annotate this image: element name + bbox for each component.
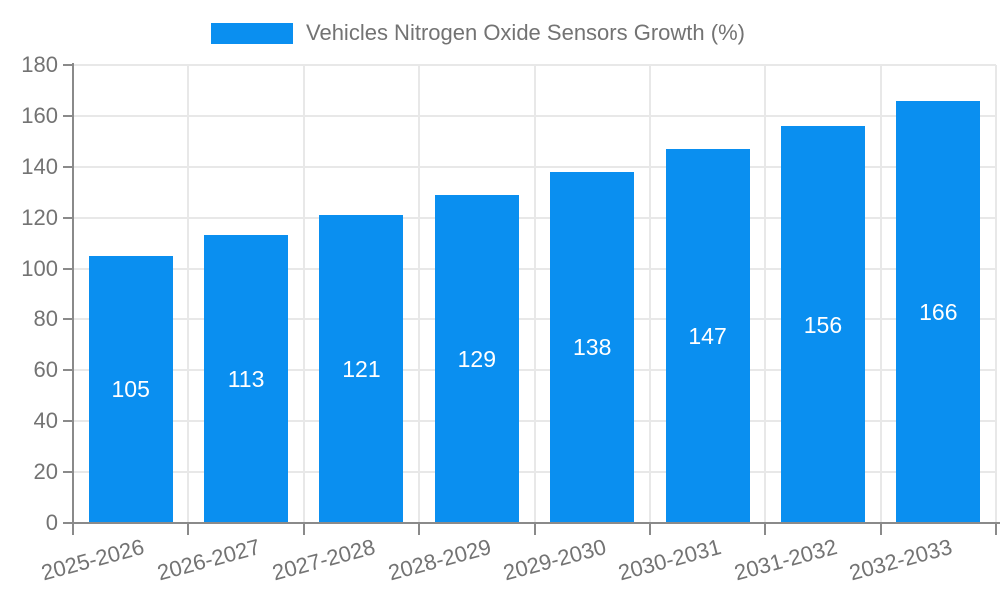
y-axis-tick-label: 160 (21, 102, 58, 128)
bar-value-label: 113 (227, 366, 265, 393)
x-axis-tick (995, 523, 997, 535)
y-axis-tick-label: 0 (45, 510, 58, 535)
x-axis-tick-label: 2025-2026 (39, 534, 148, 586)
gridline-vertical (648, 65, 651, 523)
bar-value-label: 147 (688, 322, 727, 349)
bar-value-label: 129 (457, 345, 496, 372)
bar[interactable] (550, 171, 635, 523)
y-axis-line (72, 63, 74, 525)
x-axis-tick (879, 523, 882, 535)
bar[interactable] (434, 194, 519, 523)
bar[interactable] (896, 100, 981, 523)
y-axis-tick-label: 80 (33, 306, 58, 332)
gridline-vertical (995, 65, 997, 523)
y-axis-tick (63, 216, 73, 219)
gridline-vertical (764, 65, 767, 523)
y-axis-tick (63, 267, 73, 270)
x-axis-tick-label: 2029-2030 (500, 534, 609, 586)
bar-value-label: 105 (111, 376, 150, 403)
legend-color-swatch (211, 22, 293, 44)
y-axis-tick (63, 420, 73, 423)
x-axis-tick-label: 2026-2027 (154, 534, 263, 586)
x-axis-tick (72, 523, 74, 535)
y-axis-tick-label: 120 (21, 204, 58, 230)
y-axis-tick-label: 100 (21, 255, 58, 281)
y-axis-tick-label: 60 (33, 357, 58, 383)
y-axis-tick (63, 64, 73, 66)
x-axis-tick (418, 523, 421, 535)
bar-value-label: 156 (803, 311, 843, 338)
x-axis-tick-label: 2032-2033 (846, 534, 955, 586)
y-axis-tick-label: 140 (21, 153, 58, 179)
x-axis-tick (764, 523, 767, 535)
y-axis-tick (63, 522, 73, 524)
bar-value-label: 166 (919, 298, 958, 325)
x-axis-line (63, 522, 1000, 524)
x-axis-tick-label: 2031-2032 (731, 534, 840, 586)
bar[interactable] (204, 235, 289, 523)
y-axis-tick-label: 40 (33, 408, 58, 434)
bar-value-label: 121 (342, 356, 381, 383)
bar[interactable] (319, 215, 404, 523)
gridline-vertical (879, 65, 882, 523)
bar[interactable] (665, 148, 750, 523)
y-axis-tick (63, 114, 73, 117)
bar[interactable] (88, 255, 173, 523)
x-axis-tick (533, 523, 536, 535)
bar-value-label: 138 (573, 334, 612, 361)
bar[interactable] (780, 126, 865, 523)
y-axis-tick (63, 165, 73, 168)
y-axis-tick-label: 180 (21, 52, 58, 77)
gridline-vertical (418, 65, 421, 523)
x-axis-tick-label: 2028-2029 (385, 534, 494, 586)
x-axis-tick-label: 2030-2031 (615, 534, 725, 586)
gridline-vertical (533, 65, 536, 523)
x-axis-tick (302, 523, 305, 535)
y-axis-tick (63, 318, 73, 321)
x-axis-tick (648, 523, 651, 535)
y-axis-tick (63, 471, 73, 474)
chart-legend-item[interactable]: Vehicles Nitrogen Oxide Sensors Growth (… (211, 20, 745, 46)
gridline-vertical (187, 65, 190, 523)
y-axis-tick-label: 20 (33, 459, 58, 485)
x-axis-tick (187, 523, 190, 535)
x-axis-tick-label: 2027-2028 (269, 534, 378, 586)
legend-label: Vehicles Nitrogen Oxide Sensors Growth (… (306, 20, 745, 45)
gridline-vertical (302, 65, 305, 523)
y-axis-tick (63, 369, 73, 372)
